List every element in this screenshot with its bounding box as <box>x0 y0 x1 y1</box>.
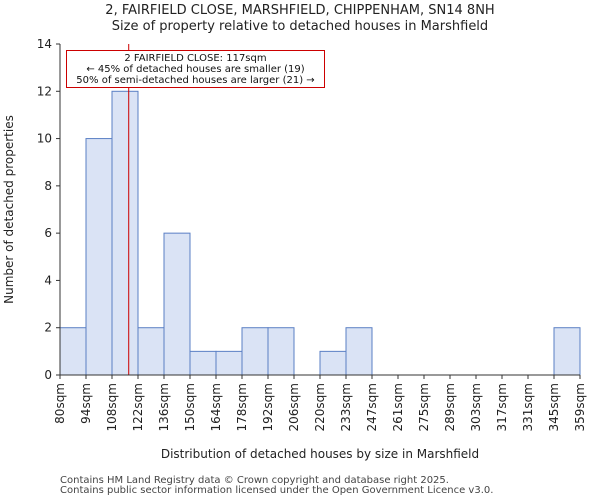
x-tick-label: 275sqm <box>417 383 431 431</box>
y-tick-label: 10 <box>37 132 52 146</box>
x-tick-label: 261sqm <box>391 383 405 431</box>
histogram-bar <box>241 327 269 376</box>
histogram-bar <box>137 327 165 376</box>
histogram-bar <box>215 350 243 376</box>
histogram-bar <box>553 327 581 376</box>
histogram-bar <box>163 232 191 376</box>
x-tick-label: 164sqm <box>209 383 223 431</box>
y-tick-label: 14 <box>37 37 52 51</box>
x-tick-label: 192sqm <box>261 383 275 431</box>
x-tick-label: 178sqm <box>235 383 249 431</box>
y-tick-label: 4 <box>44 273 52 287</box>
x-tick-label: 150sqm <box>183 383 197 431</box>
footer-line-2: Contains public sector information licen… <box>60 485 494 496</box>
annotation-line-3: 50% of semi-detached houses are larger (… <box>76 75 315 86</box>
x-tick-label: 317sqm <box>495 383 509 431</box>
chart-title: 2, FAIRFIELD CLOSE, MARSHFIELD, CHIPPENH… <box>105 3 495 18</box>
histogram-bar <box>59 327 87 376</box>
x-tick-label: 233sqm <box>339 383 353 431</box>
x-tick-label: 80sqm <box>53 383 67 424</box>
annotation-line-2: ← 45% of detached houses are smaller (19… <box>86 64 305 75</box>
x-tick-label: 289sqm <box>443 383 457 431</box>
x-tick-label: 331sqm <box>521 383 535 431</box>
y-tick-label: 8 <box>44 179 52 193</box>
histogram-bar <box>319 350 347 376</box>
y-tick-label: 2 <box>44 321 52 335</box>
y-tick-label: 12 <box>37 84 52 98</box>
x-tick-label: 122sqm <box>131 383 145 431</box>
x-tick-label: 303sqm <box>469 383 483 431</box>
x-tick-label: 206sqm <box>287 383 301 431</box>
y-tick-label: 0 <box>44 368 52 382</box>
axes-layer: 0 2 4 6 8 10 12 14 80sqm 94sqm 108sqm 122sqm 136sqm 1… <box>37 37 587 431</box>
footer-line-1: Contains HM Land Registry data © Crown c… <box>60 475 449 486</box>
histogram-bar <box>267 327 295 376</box>
annotation-box: 2 FAIRFIELD CLOSE: 117sqm ← 45% of detac… <box>66 50 325 88</box>
chart-subtitle: Size of property relative to detached ho… <box>111 19 489 34</box>
x-tick-label: 359sqm <box>573 383 587 431</box>
x-axis-label: Distribution of detached houses by size … <box>161 447 479 461</box>
x-tick-label: 108sqm <box>105 383 119 431</box>
y-tick-label: 6 <box>44 226 52 240</box>
y-axis-label: Number of detached properties <box>2 115 16 304</box>
bars-layer <box>59 90 581 376</box>
x-tick-label: 94sqm <box>79 383 93 424</box>
x-tick-label: 247sqm <box>365 383 379 431</box>
x-tick-label: 136sqm <box>157 383 171 431</box>
histogram-bar <box>111 90 139 376</box>
histogram-bar <box>189 350 217 376</box>
annotation-line-1: 2 FAIRFIELD CLOSE: 117sqm <box>124 53 267 64</box>
x-tick-label: 345sqm <box>547 383 561 431</box>
x-tick-label: 220sqm <box>313 383 327 431</box>
histogram-bar <box>345 327 373 376</box>
histogram-bar <box>85 138 113 376</box>
